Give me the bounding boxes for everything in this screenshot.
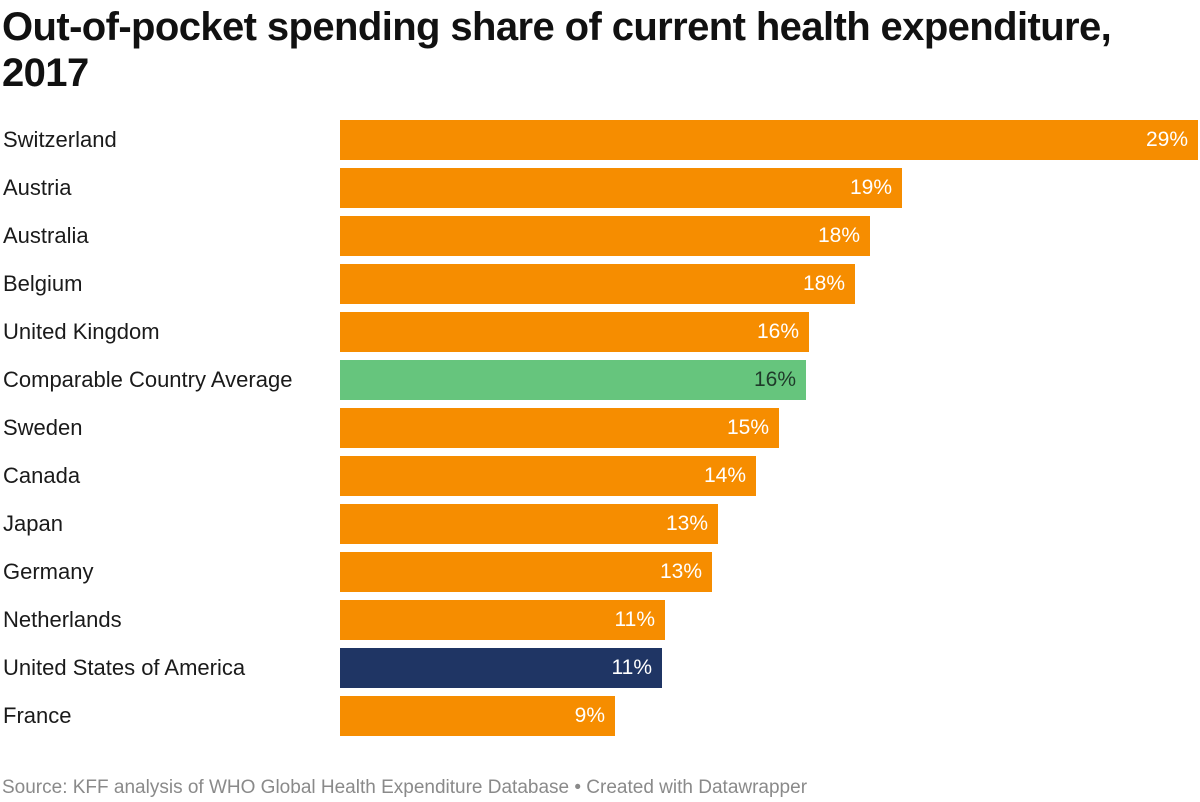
bar-value-label: 16% — [756, 320, 799, 343]
category-label: Austria — [3, 175, 72, 200]
bar: 18% — [340, 216, 870, 256]
bar: 11% — [340, 600, 665, 640]
bar: 29% — [340, 120, 1198, 160]
category-label: France — [3, 703, 72, 728]
bar: 14% — [340, 456, 756, 496]
bar-row: United States of America 11% — [0, 648, 1200, 688]
bar-value-label: 29% — [1145, 128, 1188, 151]
bar-value-label: 15% — [726, 416, 769, 439]
bar: 13% — [340, 552, 712, 592]
bar-value-label: 18% — [817, 224, 860, 247]
bar-row: Comparable Country Average 16% — [0, 360, 1200, 400]
category-label: Canada — [3, 463, 81, 488]
bar-row: Switzerland 29% — [0, 120, 1200, 160]
bar: 9% — [340, 696, 615, 736]
bar-row: Austria 19% — [0, 168, 1200, 208]
source-footer: Source: KFF analysis of WHO Global Healt… — [2, 777, 808, 798]
bar-row: Australia 18% — [0, 216, 1200, 256]
bar-row: Netherlands 11% — [0, 600, 1200, 640]
bar: 16% — [340, 312, 809, 352]
bar-row: Japan 13% — [0, 504, 1200, 544]
bar-row: United Kingdom 16% — [0, 312, 1200, 352]
category-label: Australia — [3, 223, 89, 248]
bar-value-label: 9% — [574, 704, 605, 727]
bar: 11% — [340, 648, 662, 688]
bar: 15% — [340, 408, 779, 448]
bar-value-label: 11% — [611, 656, 652, 679]
bar-value-label: 14% — [703, 464, 746, 487]
category-label: Switzerland — [3, 127, 117, 152]
category-label: Netherlands — [3, 607, 122, 632]
chart-title: Out-of-pocket spending share of current … — [2, 5, 1112, 95]
bar: 13% — [340, 504, 718, 544]
bar-row: France 9% — [0, 696, 1200, 736]
bar-value-label: 16% — [753, 368, 796, 391]
category-label: United Kingdom — [3, 319, 160, 344]
bar: 16% — [340, 360, 806, 400]
bar-row: Sweden 15% — [0, 408, 1200, 448]
bar-value-label: 13% — [659, 560, 702, 583]
bar-value-label: 13% — [665, 512, 708, 535]
bar-value-label: 11% — [614, 608, 655, 631]
category-label: Japan — [3, 511, 63, 536]
bar: 19% — [340, 168, 902, 208]
bar: 18% — [340, 264, 855, 304]
category-label: Germany — [3, 559, 94, 584]
bar-row: Germany 13% — [0, 552, 1200, 592]
bar-row: Canada 14% — [0, 456, 1200, 496]
bar-value-label: 18% — [802, 272, 845, 295]
category-label: United States of America — [3, 655, 246, 680]
category-label: Belgium — [3, 271, 83, 296]
bar-value-label: 19% — [849, 176, 892, 199]
category-label: Comparable Country Average — [3, 367, 293, 392]
bar-row: Belgium 18% — [0, 264, 1200, 304]
category-label: Sweden — [3, 415, 83, 440]
bar-chart: Switzerland 29% Austria 19% Australia 18% Belg… — [0, 120, 1200, 740]
